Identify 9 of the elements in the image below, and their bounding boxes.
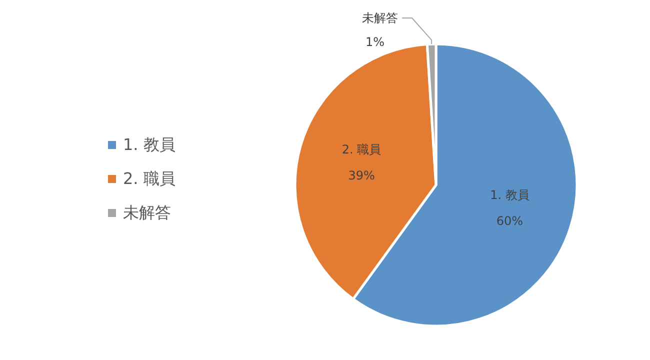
data-label: 39% xyxy=(348,168,375,182)
slice-label: 2. 職員 xyxy=(342,142,382,156)
legend-label: 未解答 xyxy=(123,203,171,222)
legend-label: 1. 教員 xyxy=(123,135,176,154)
slice-label: 1. 教員 xyxy=(490,188,530,202)
slice-label: 未解答 xyxy=(362,11,398,25)
data-label: 60% xyxy=(496,214,524,228)
legend-label: 2. 職員 xyxy=(123,169,176,188)
data-label: 1% xyxy=(365,35,385,49)
